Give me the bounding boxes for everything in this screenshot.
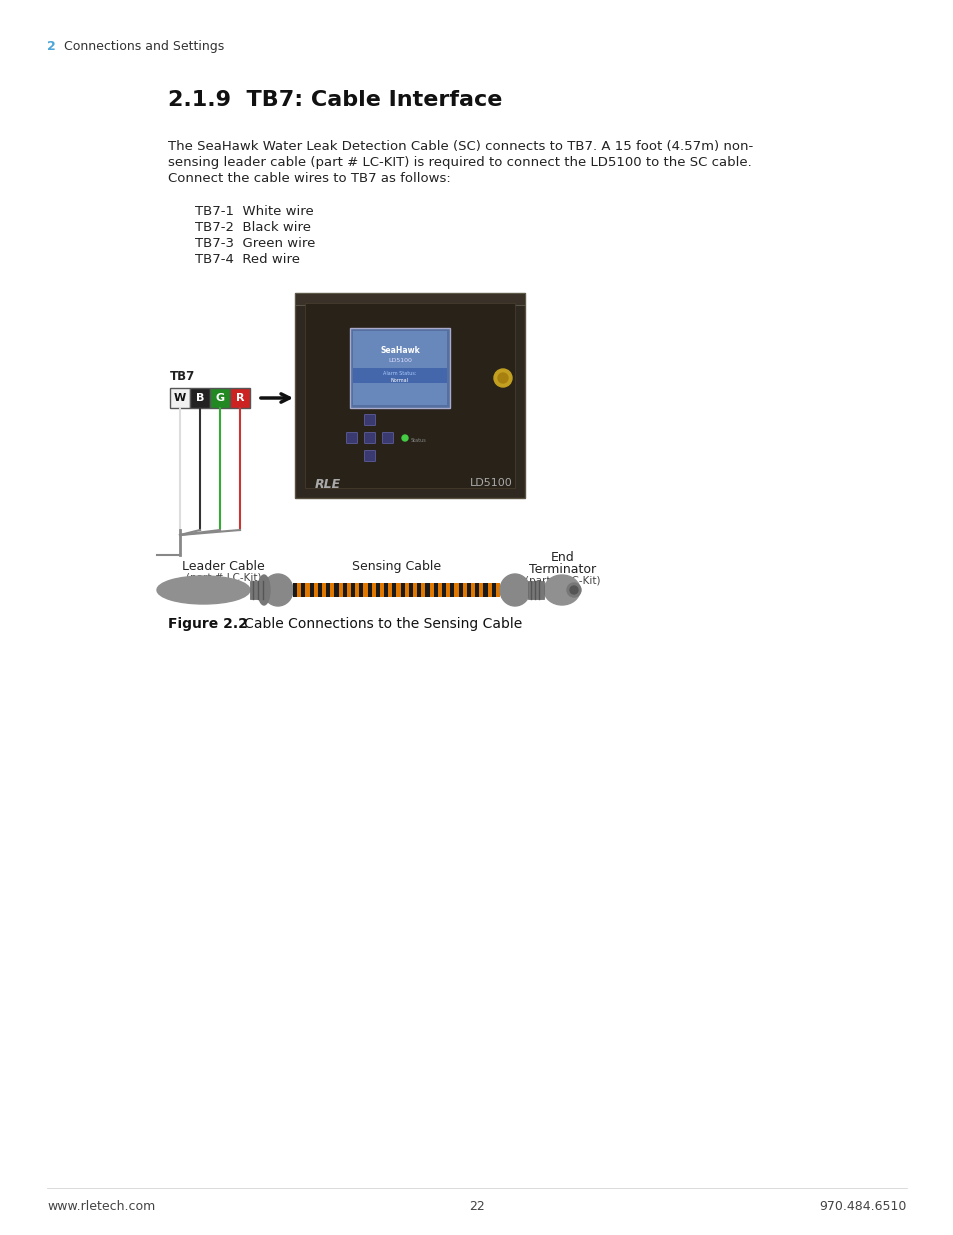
Bar: [309, 583, 314, 597]
Bar: [317, 583, 322, 597]
Bar: [301, 583, 305, 597]
Text: RLE: RLE: [314, 478, 341, 492]
Text: www.rletech.com: www.rletech.com: [47, 1200, 155, 1213]
Bar: [450, 583, 454, 597]
Text: TB7: TB7: [170, 370, 195, 383]
Bar: [367, 583, 372, 597]
Text: LD5100: LD5100: [388, 358, 412, 363]
FancyBboxPatch shape: [294, 293, 524, 498]
Text: W: W: [173, 393, 186, 403]
Ellipse shape: [157, 576, 250, 604]
Text: TB7-2  Black wire: TB7-2 Black wire: [194, 221, 311, 233]
Text: Connections and Settings: Connections and Settings: [56, 40, 224, 53]
Bar: [409, 583, 413, 597]
Bar: [210, 388, 230, 408]
Bar: [400, 583, 404, 597]
Text: TB7-3  Green wire: TB7-3 Green wire: [194, 237, 315, 249]
Bar: [527, 580, 543, 599]
Bar: [250, 580, 268, 599]
Ellipse shape: [566, 583, 580, 597]
Text: Alarm Status:: Alarm Status:: [383, 370, 416, 375]
Text: R: R: [235, 393, 244, 403]
Bar: [434, 583, 437, 597]
Text: SeaHawk: SeaHawk: [379, 346, 419, 354]
Ellipse shape: [543, 576, 579, 605]
Text: Status: Status: [411, 438, 426, 443]
Ellipse shape: [263, 574, 293, 606]
FancyBboxPatch shape: [364, 432, 375, 443]
Bar: [392, 583, 396, 597]
Text: B: B: [195, 393, 204, 403]
Circle shape: [497, 373, 507, 383]
Bar: [351, 583, 355, 597]
Bar: [375, 583, 379, 597]
Text: (part # LC-Kit): (part # LC-Kit): [186, 573, 261, 583]
Text: End: End: [551, 551, 575, 564]
Text: TB7-1  White wire: TB7-1 White wire: [194, 205, 314, 219]
Bar: [230, 388, 250, 408]
FancyBboxPatch shape: [382, 432, 393, 443]
Text: 22: 22: [469, 1200, 484, 1213]
Bar: [293, 583, 499, 597]
Text: 2: 2: [47, 40, 55, 53]
Ellipse shape: [569, 585, 578, 594]
Text: 970.484.6510: 970.484.6510: [819, 1200, 906, 1213]
Bar: [170, 388, 190, 408]
Ellipse shape: [257, 576, 270, 605]
Bar: [353, 331, 447, 405]
Text: Cable Connections to the Sensing Cable: Cable Connections to the Sensing Cable: [231, 618, 521, 631]
Text: The SeaHawk Water Leak Detection Cable (SC) connects to TB7. A 15 foot (4.57m) n: The SeaHawk Water Leak Detection Cable (…: [168, 140, 753, 153]
Text: 2.1.9  TB7: Cable Interface: 2.1.9 TB7: Cable Interface: [168, 90, 502, 110]
Text: (part # LC-Kit): (part # LC-Kit): [525, 576, 600, 585]
Bar: [441, 583, 446, 597]
Bar: [491, 583, 496, 597]
Circle shape: [494, 369, 512, 387]
Text: Normal: Normal: [391, 378, 409, 383]
Text: Connect the cable wires to TB7 as follows:: Connect the cable wires to TB7 as follow…: [168, 172, 450, 185]
Bar: [294, 293, 524, 305]
Bar: [458, 583, 462, 597]
Circle shape: [401, 435, 408, 441]
Bar: [342, 583, 347, 597]
Bar: [466, 583, 471, 597]
FancyBboxPatch shape: [364, 415, 375, 426]
Bar: [483, 583, 487, 597]
FancyBboxPatch shape: [346, 432, 357, 443]
Bar: [353, 368, 447, 383]
Bar: [475, 583, 478, 597]
Bar: [190, 388, 210, 408]
Bar: [350, 329, 450, 408]
Bar: [359, 583, 363, 597]
Bar: [293, 583, 296, 597]
Bar: [425, 583, 429, 597]
Ellipse shape: [499, 574, 530, 606]
Text: LD5100: LD5100: [470, 478, 513, 488]
Bar: [326, 583, 330, 597]
Text: sensing leader cable (part # LC-KIT) is required to connect the LD5100 to the SC: sensing leader cable (part # LC-KIT) is …: [168, 156, 751, 169]
Text: TB7-4  Red wire: TB7-4 Red wire: [194, 253, 299, 266]
FancyBboxPatch shape: [364, 451, 375, 462]
Text: Leader Cable: Leader Cable: [182, 559, 265, 573]
Bar: [416, 583, 421, 597]
Bar: [384, 583, 388, 597]
Text: Figure 2.2: Figure 2.2: [168, 618, 248, 631]
Bar: [305, 303, 515, 488]
Text: G: G: [215, 393, 224, 403]
Text: Terminator: Terminator: [529, 563, 596, 576]
Bar: [335, 583, 338, 597]
Text: Sensing Cable: Sensing Cable: [352, 559, 440, 573]
